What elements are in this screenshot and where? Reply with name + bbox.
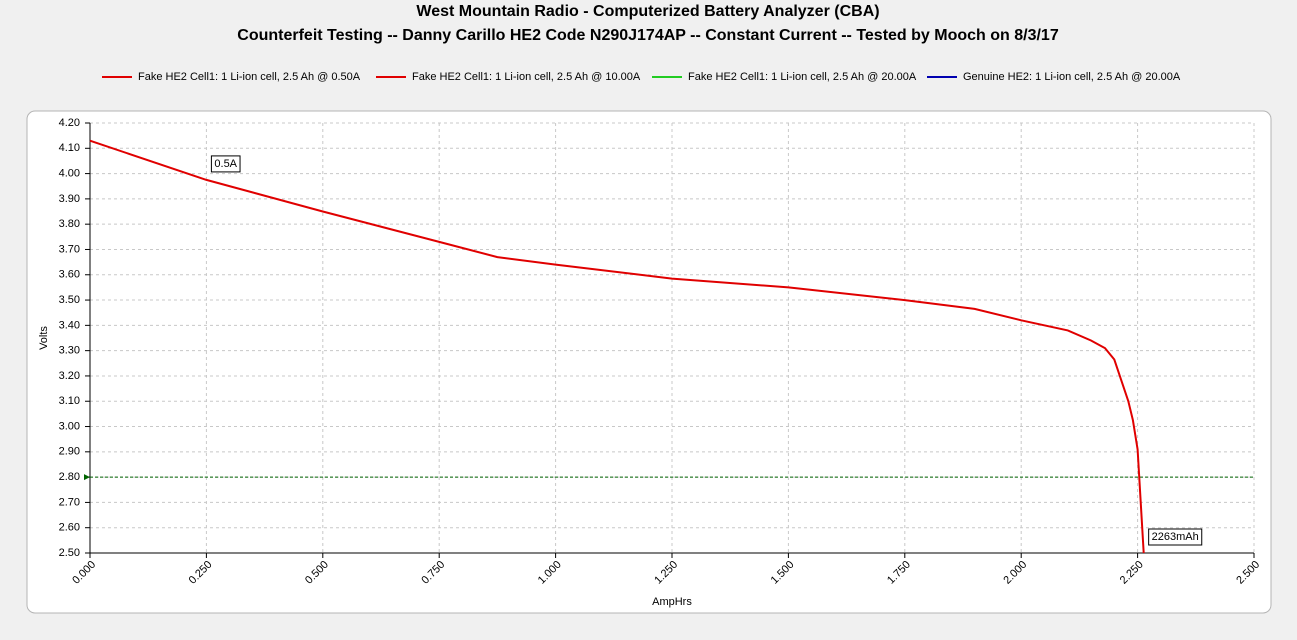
annotation-label: 2263mAh — [1152, 531, 1199, 543]
legend-label: Genuine HE2: 1 Li-ion cell, 2.5 Ah @ 20.… — [963, 71, 1181, 83]
y-tick-label: 4.20 — [59, 117, 80, 129]
y-tick-label: 3.40 — [59, 319, 80, 331]
series-line — [89, 139, 1145, 554]
annotation-box — [210, 155, 241, 173]
y-tick-label: 2.90 — [59, 446, 80, 458]
y-tick-label: 2.80 — [59, 471, 80, 483]
y-tick-label: 3.80 — [59, 218, 80, 230]
y-tick-label: 3.30 — [59, 345, 80, 357]
y-tick-label: 3.00 — [59, 420, 80, 432]
annotation-label: 0.5A — [214, 158, 237, 170]
y-tick-label: 3.10 — [59, 395, 80, 407]
plot-panel — [26, 110, 1272, 614]
legend-label: Fake HE2 Cell1: 1 Li-ion cell, 2.5 Ah @ … — [688, 71, 917, 83]
reference-marker — [84, 474, 90, 481]
y-axis-label: Volts — [38, 326, 50, 350]
y-tick-label: 2.50 — [59, 547, 80, 559]
legend-label: Fake HE2 Cell1: 1 Li-ion cell, 2.5 Ah @ … — [138, 71, 361, 83]
y-tick-label: 2.70 — [59, 496, 80, 508]
y-tick-label: 3.60 — [59, 269, 80, 281]
annotation-box — [1148, 528, 1203, 546]
y-tick-label: 4.10 — [59, 142, 80, 154]
legend-label: Fake HE2 Cell1: 1 Li-ion cell, 2.5 Ah @ … — [412, 71, 641, 83]
y-tick-label: 3.70 — [59, 243, 80, 255]
y-tick-label: 3.50 — [59, 294, 80, 306]
y-tick-label: 3.90 — [59, 193, 80, 205]
y-tick-label: 3.20 — [59, 370, 80, 382]
chart-subtitle: Counterfeit Testing -- Danny Carillo HE2… — [237, 27, 1059, 44]
chart-title: West Mountain Radio - Computerized Batte… — [416, 3, 879, 20]
y-tick-label: 4.00 — [59, 167, 80, 179]
y-tick-label: 2.60 — [59, 522, 80, 534]
x-axis-label: AmpHrs — [652, 596, 692, 608]
